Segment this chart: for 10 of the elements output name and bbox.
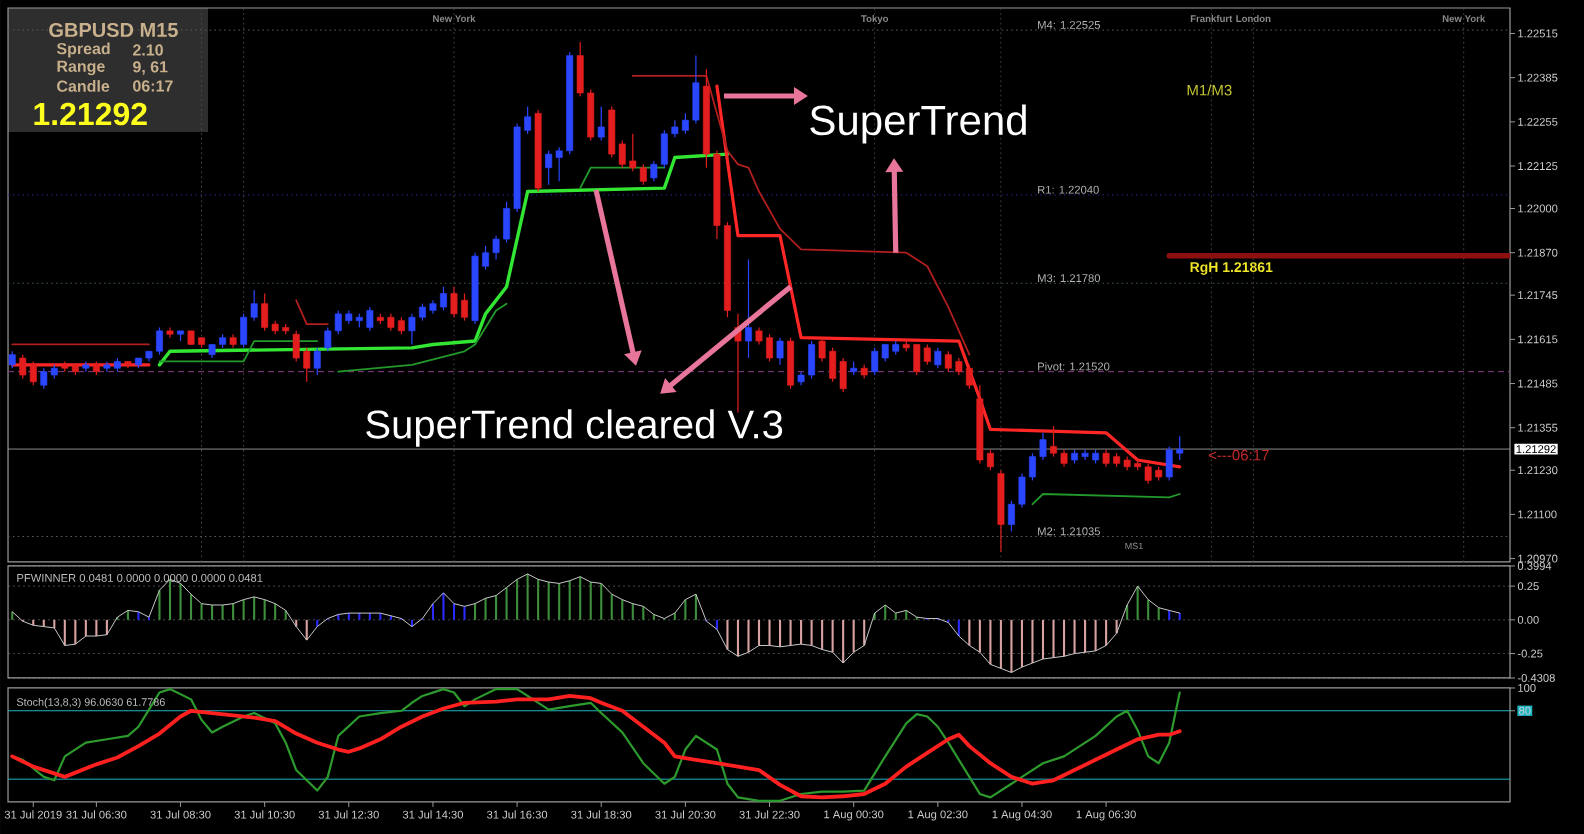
annotation: Range bbox=[57, 60, 105, 76]
annotation: 2.10 bbox=[133, 44, 163, 56]
annotation: 06:17 bbox=[133, 80, 173, 92]
annotation: Spread bbox=[56, 42, 110, 58]
annotation: 9, 61 bbox=[133, 61, 168, 75]
text: GBPUSD M15 bbox=[49, 22, 178, 38]
annotation: SuperTrend bbox=[810, 104, 1026, 144]
annotation: Candle bbox=[57, 80, 110, 92]
annotation: SuperTrend cleared V.3 bbox=[366, 409, 783, 447]
annotation: 1.21292 bbox=[34, 102, 147, 126]
